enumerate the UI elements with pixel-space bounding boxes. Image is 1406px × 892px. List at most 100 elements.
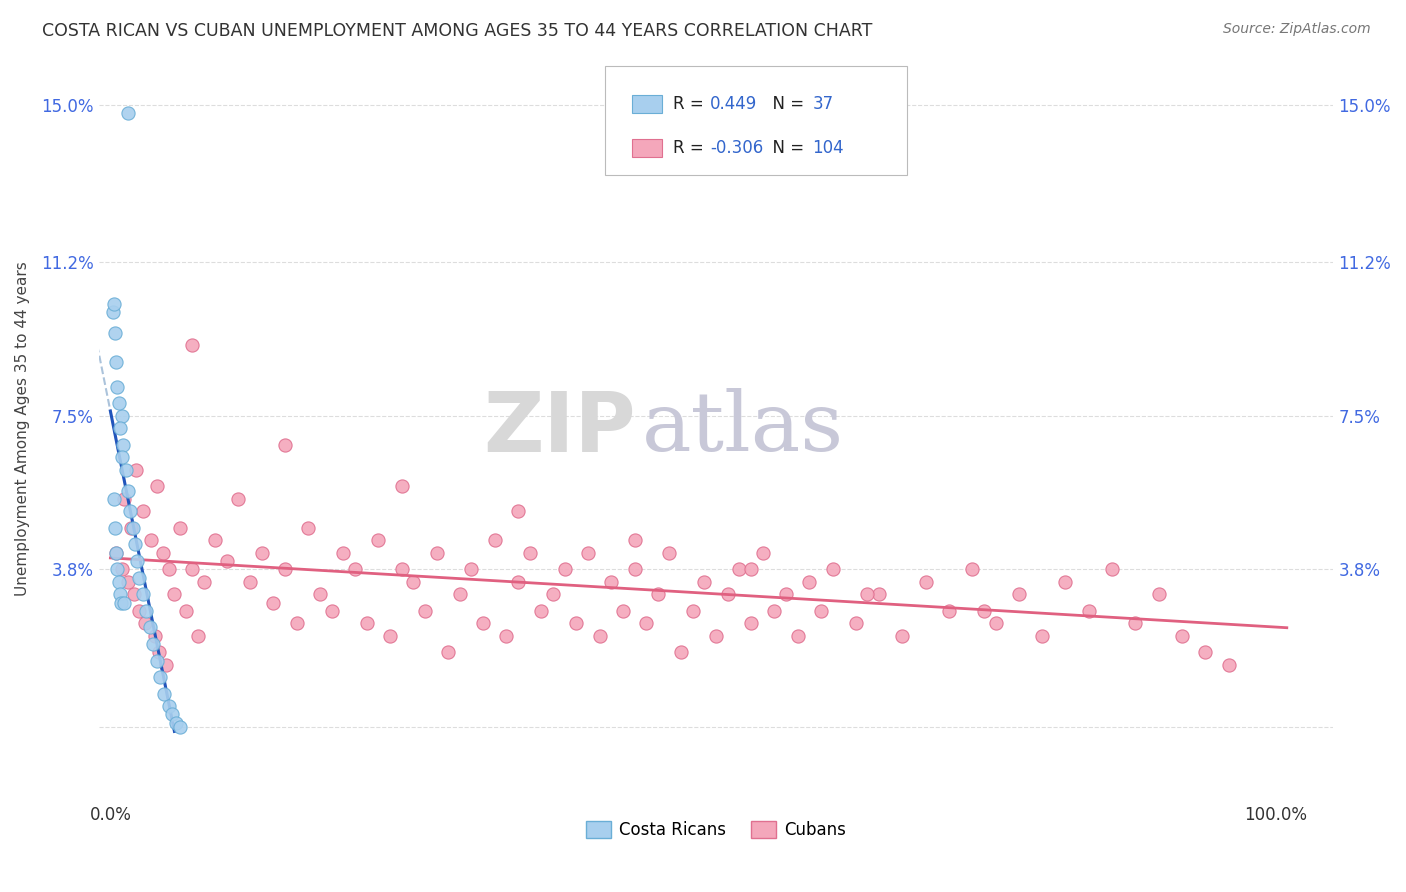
- Point: [111, 409, 134, 423]
- Point: [332, 546, 354, 560]
- Point: [600, 574, 623, 589]
- Point: [962, 562, 984, 576]
- Point: [155, 657, 177, 672]
- Point: [121, 521, 143, 535]
- Point: [110, 595, 132, 609]
- Point: [845, 616, 868, 631]
- Point: [506, 574, 529, 589]
- Point: [105, 380, 128, 394]
- Point: [763, 604, 786, 618]
- Point: [309, 587, 332, 601]
- Point: [636, 616, 658, 631]
- Point: [530, 604, 553, 618]
- Point: [134, 616, 156, 631]
- Point: [856, 587, 879, 601]
- Point: [146, 654, 169, 668]
- Point: [104, 521, 127, 535]
- Point: [460, 562, 482, 576]
- Text: 104: 104: [813, 139, 844, 158]
- Point: [125, 463, 148, 477]
- Text: N =: N =: [762, 139, 808, 158]
- Point: [111, 562, 134, 576]
- Point: [108, 587, 131, 601]
- Point: [343, 562, 366, 576]
- Point: [541, 587, 564, 601]
- Point: [239, 574, 262, 589]
- Point: [356, 616, 378, 631]
- Point: [153, 687, 176, 701]
- Text: 37: 37: [813, 95, 834, 112]
- Point: [717, 587, 740, 601]
- Point: [297, 521, 319, 535]
- Point: [193, 574, 215, 589]
- Point: [128, 571, 150, 585]
- Point: [142, 637, 165, 651]
- Point: [180, 338, 202, 352]
- Legend: Costa Ricans, Cubans: Costa Ricans, Cubans: [579, 814, 853, 846]
- Point: [120, 521, 142, 535]
- Point: [187, 629, 209, 643]
- Point: [135, 604, 157, 618]
- Point: [402, 574, 425, 589]
- Point: [108, 421, 131, 435]
- Point: [751, 546, 773, 560]
- Point: [285, 616, 308, 631]
- Point: [799, 574, 821, 589]
- Point: [169, 720, 191, 734]
- Point: [157, 562, 180, 576]
- Point: [1077, 604, 1099, 618]
- Point: [821, 562, 844, 576]
- Point: [107, 574, 129, 589]
- Point: [215, 554, 238, 568]
- Point: [101, 305, 124, 319]
- Point: [472, 616, 495, 631]
- Point: [105, 355, 128, 369]
- Point: [105, 546, 128, 560]
- Point: [169, 521, 191, 535]
- Point: [378, 629, 401, 643]
- Point: [669, 645, 692, 659]
- Point: [139, 533, 162, 548]
- Point: [623, 533, 645, 548]
- Point: [117, 483, 139, 498]
- Point: [391, 479, 413, 493]
- Point: [1008, 587, 1031, 601]
- Point: [160, 707, 183, 722]
- Point: [413, 604, 436, 618]
- Point: [120, 504, 142, 518]
- Point: [588, 629, 610, 643]
- Point: [250, 546, 273, 560]
- Point: [274, 562, 297, 576]
- Y-axis label: Unemployment Among Ages 35 to 44 years: Unemployment Among Ages 35 to 44 years: [15, 261, 30, 596]
- Point: [576, 546, 599, 560]
- Point: [1147, 587, 1170, 601]
- Point: [139, 620, 162, 634]
- Point: [132, 587, 155, 601]
- Point: [124, 537, 146, 551]
- Point: [1031, 629, 1053, 643]
- Point: [132, 504, 155, 518]
- Point: [1054, 574, 1077, 589]
- FancyBboxPatch shape: [605, 66, 907, 175]
- Point: [984, 616, 1007, 631]
- Point: [938, 604, 960, 618]
- Point: [449, 587, 471, 601]
- FancyBboxPatch shape: [633, 95, 662, 112]
- Point: [103, 297, 125, 311]
- Point: [868, 587, 890, 601]
- Point: [157, 699, 180, 714]
- Point: [786, 629, 808, 643]
- Point: [914, 574, 936, 589]
- Point: [565, 616, 588, 631]
- Point: [104, 326, 127, 340]
- Point: [484, 533, 506, 548]
- Point: [367, 533, 389, 548]
- Point: [1194, 645, 1216, 659]
- Point: [321, 604, 343, 618]
- Point: [105, 546, 128, 560]
- Point: [152, 546, 174, 560]
- Text: R =: R =: [673, 95, 709, 112]
- Point: [495, 629, 517, 643]
- Text: 0.449: 0.449: [710, 95, 758, 112]
- Point: [973, 604, 995, 618]
